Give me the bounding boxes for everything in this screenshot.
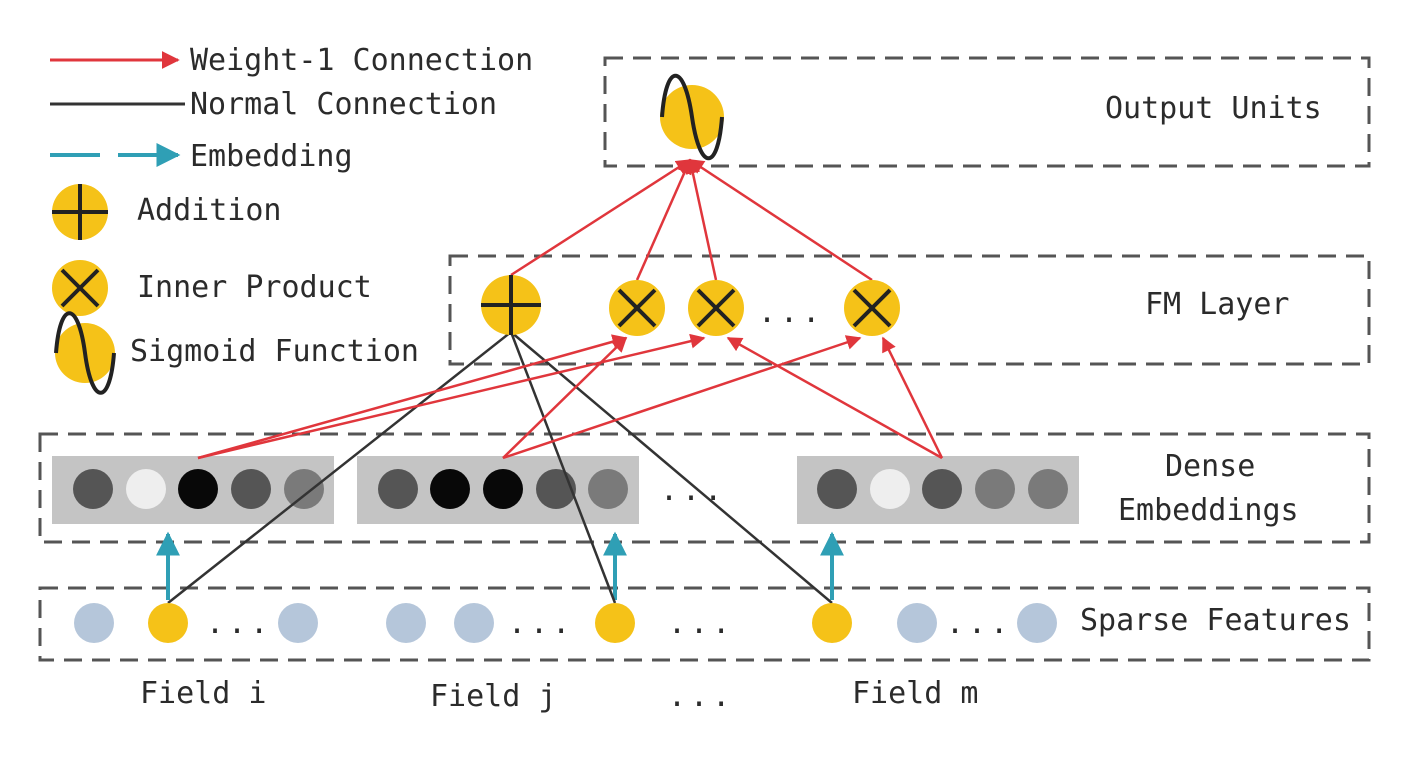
fm-layer-box (448, 254, 1371, 366)
weight1-connection (502, 336, 628, 459)
embedding-group-m (797, 456, 1079, 524)
weight1-connection (510, 158, 692, 277)
embedding-group-i (52, 456, 334, 524)
sparse-ellipsis: ... (668, 606, 734, 641)
legend: Weight-1 Connection Normal Connection Em… (50, 43, 533, 395)
output-units-label: Output Units (1105, 91, 1322, 126)
normal-connection (509, 331, 617, 604)
sparse-feature-inactive (386, 603, 426, 643)
sparse-field-i: ... (74, 603, 318, 643)
embedding-cell (231, 469, 271, 509)
sparse-feature-inactive (74, 603, 114, 643)
sparse-ellipsis: ... (206, 606, 272, 641)
sparse-ellipsis: ... (508, 606, 574, 641)
legend-inner-product-icon (52, 260, 108, 316)
legend-weight1-label: Weight-1 Connection (190, 43, 533, 78)
embedding-cell (536, 469, 576, 509)
normal-connection (510, 331, 833, 604)
sparse-feature-active (812, 603, 852, 643)
embedding-cell (870, 469, 910, 509)
embedding-cell (126, 469, 166, 509)
sparse-ellipsis: ... (946, 606, 1012, 641)
embedding-cell (817, 469, 857, 509)
sparse-feature-active (148, 603, 188, 643)
sparse-field-j: ... (386, 603, 635, 643)
embedding-cell (588, 469, 628, 509)
legend-addition-icon (52, 184, 108, 240)
weight1-connection (197, 333, 706, 460)
sparse-features-label: Sparse Features (1080, 603, 1351, 638)
legend-sigmoid-label: Sigmoid Function (130, 334, 419, 369)
fm-addition-unit (481, 275, 541, 335)
weight1-connection (685, 158, 718, 281)
legend-inner-product-label: Inner Product (137, 270, 372, 305)
weight1-connection (635, 158, 692, 281)
embedding-cell (378, 469, 418, 509)
embedding-cell (483, 469, 523, 509)
field-label-ellipsis: ... (668, 679, 734, 714)
embedding-cell (430, 469, 470, 509)
embedding-cell (1028, 469, 1068, 509)
embedding-group-j (357, 456, 639, 524)
weight1-connection (726, 336, 943, 460)
weight1-connection (502, 335, 862, 460)
sparse-field-m: ... (812, 603, 1057, 643)
fm-layer-label: FM Layer (1145, 287, 1290, 322)
legend-normal-label: Normal Connection (190, 87, 497, 122)
weight1-connections-dense-fm (197, 333, 944, 460)
output-sigmoid-unit (660, 73, 724, 161)
legend-sigmoid-icon (54, 311, 116, 395)
embedding-cell (73, 469, 113, 509)
embedding-cell (284, 469, 324, 509)
weight1-connections-fm-output (510, 158, 873, 282)
sparse-feature-inactive (278, 603, 318, 643)
embedding-cell (975, 469, 1015, 509)
dense-embeddings-label-line1: Dense (1165, 449, 1255, 484)
sparse-feature-inactive (454, 603, 494, 643)
embedding-cell (922, 469, 962, 509)
sparse-feature-inactive (897, 603, 937, 643)
weight1-connection (197, 334, 628, 460)
field-label-m: Field m (852, 676, 978, 711)
legend-embedding-label: Embedding (190, 139, 353, 174)
sparse-feature-inactive (1017, 603, 1057, 643)
legend-addition-label: Addition (137, 193, 282, 228)
field-label-j: Field j (430, 679, 556, 714)
field-label-i: Field i (140, 676, 266, 711)
normal-connection (167, 331, 512, 604)
fm-inner-product-unit (844, 280, 900, 336)
sparse-feature-active (595, 603, 635, 643)
output-units-box (603, 56, 1371, 168)
dense-embeddings-box (38, 432, 1371, 544)
dense-embeddings-label-line2: Embeddings (1118, 493, 1299, 528)
fm-inner-product-unit (609, 280, 665, 336)
embedding-cell (178, 469, 218, 509)
normal-connections (167, 331, 833, 604)
weight1-connection (688, 158, 873, 282)
fm-ellipsis: ... (758, 295, 824, 330)
weight1-connection (881, 336, 944, 459)
dense-ellipsis: ... (660, 473, 726, 508)
fm-inner-product-unit (688, 280, 744, 336)
